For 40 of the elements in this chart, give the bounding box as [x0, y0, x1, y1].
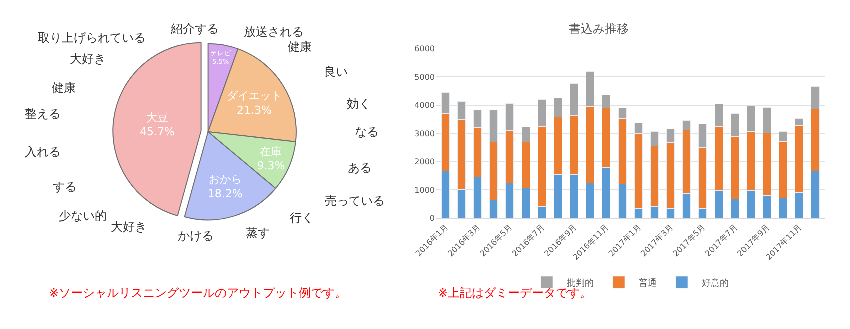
text: 少ない的: [59, 209, 107, 223]
y-tick-label: 4000: [414, 101, 435, 110]
y-tick-label: 2000: [414, 158, 435, 167]
legend-label: 好意的: [702, 278, 730, 289]
slice-label: ダイエット: [227, 90, 282, 103]
text: ※上記はダミーデータです。: [438, 286, 592, 300]
text: する: [53, 180, 77, 194]
text: 行く: [290, 211, 314, 225]
data-label: 21.3%: [237, 104, 272, 117]
text: 良い: [324, 65, 348, 79]
legend-label: 普通: [639, 278, 658, 289]
y-tick-label: 6000: [414, 44, 435, 54]
y-tick-label: 0: [430, 214, 435, 224]
text: 健康: [288, 40, 312, 54]
slice-label: おから: [208, 172, 242, 186]
slice-label: 在庫: [260, 145, 282, 158]
text: 大好き: [70, 52, 106, 66]
legend-label: 批判的: [567, 278, 594, 289]
data-label: 45.7%: [140, 126, 175, 139]
text: 大好き: [111, 220, 147, 234]
text: 売っている: [325, 194, 385, 208]
text: ※ソーシャルリスニングツールのアウトプット例です。: [49, 286, 348, 300]
text: 放送される: [244, 25, 304, 39]
text: 整える: [25, 107, 61, 121]
text: ある: [348, 161, 372, 175]
text: 入れる: [25, 145, 61, 159]
text: 取り上げられている: [38, 31, 146, 45]
text: 効く: [347, 97, 371, 111]
text: かける: [178, 229, 214, 243]
data-label: 9.3%: [257, 160, 286, 173]
text: 健康: [52, 81, 76, 95]
y-tick-label: 3000: [414, 129, 435, 138]
text: 蒸す: [246, 226, 270, 240]
y-tick-label: 1000: [414, 186, 435, 195]
y-tick-label: 5000: [414, 72, 435, 82]
chart-title: 書込み推移: [569, 22, 629, 36]
slice-label: 大豆: [146, 111, 168, 124]
data-label: 18.2%: [208, 187, 243, 200]
text: 紹介する: [170, 22, 219, 36]
text: なる: [355, 125, 379, 139]
